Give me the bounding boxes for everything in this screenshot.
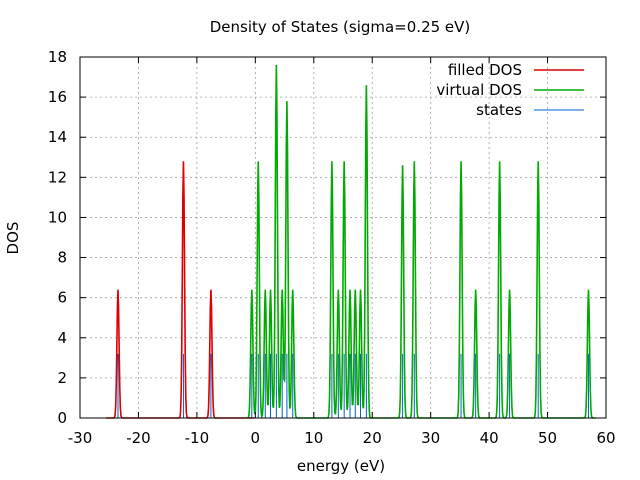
y-tick-label: 16 [48,88,67,106]
grid [80,57,606,418]
series-filled-dos [105,161,255,419]
x-axis-label: energy (eV) [297,457,385,475]
legend: filled DOS virtual DOS states [436,61,584,119]
y-axis-label: DOS [4,222,22,255]
series-virtual-dos [247,65,596,420]
legend-label: virtual DOS [436,81,522,99]
x-tick-label: -10 [185,429,210,447]
legend-label: filled DOS [448,61,522,79]
x-tick-label: 60 [596,429,615,447]
y-tick-label: 18 [48,48,67,66]
axis-ticks: -30 -20 -10 0 10 20 30 40 50 60 0 2 4 6 8 10 12 14 16 18 [48,48,616,447]
y-tick-label: 14 [48,128,67,146]
x-tick-label: 0 [251,429,261,447]
y-tick-label: 0 [57,409,67,427]
y-tick-label: 10 [48,208,67,226]
x-tick-label: -20 [126,429,151,447]
x-tick-label: 10 [304,429,323,447]
y-tick-label: 2 [57,369,67,387]
plot-series [105,65,596,420]
x-tick-label: 30 [421,429,440,447]
x-tick-label: 20 [363,429,382,447]
plot-frame [79,56,607,419]
y-tick-label: 4 [57,329,67,347]
x-tick-label: -30 [68,429,93,447]
x-tick-label: 40 [480,429,499,447]
y-tick-label: 8 [57,249,67,267]
legend-label: states [476,101,522,119]
x-tick-label: 50 [538,429,557,447]
y-tick-label: 6 [57,289,67,307]
chart-title: Density of States (sigma=0.25 eV) [210,18,471,36]
y-tick-label: 12 [48,168,67,186]
